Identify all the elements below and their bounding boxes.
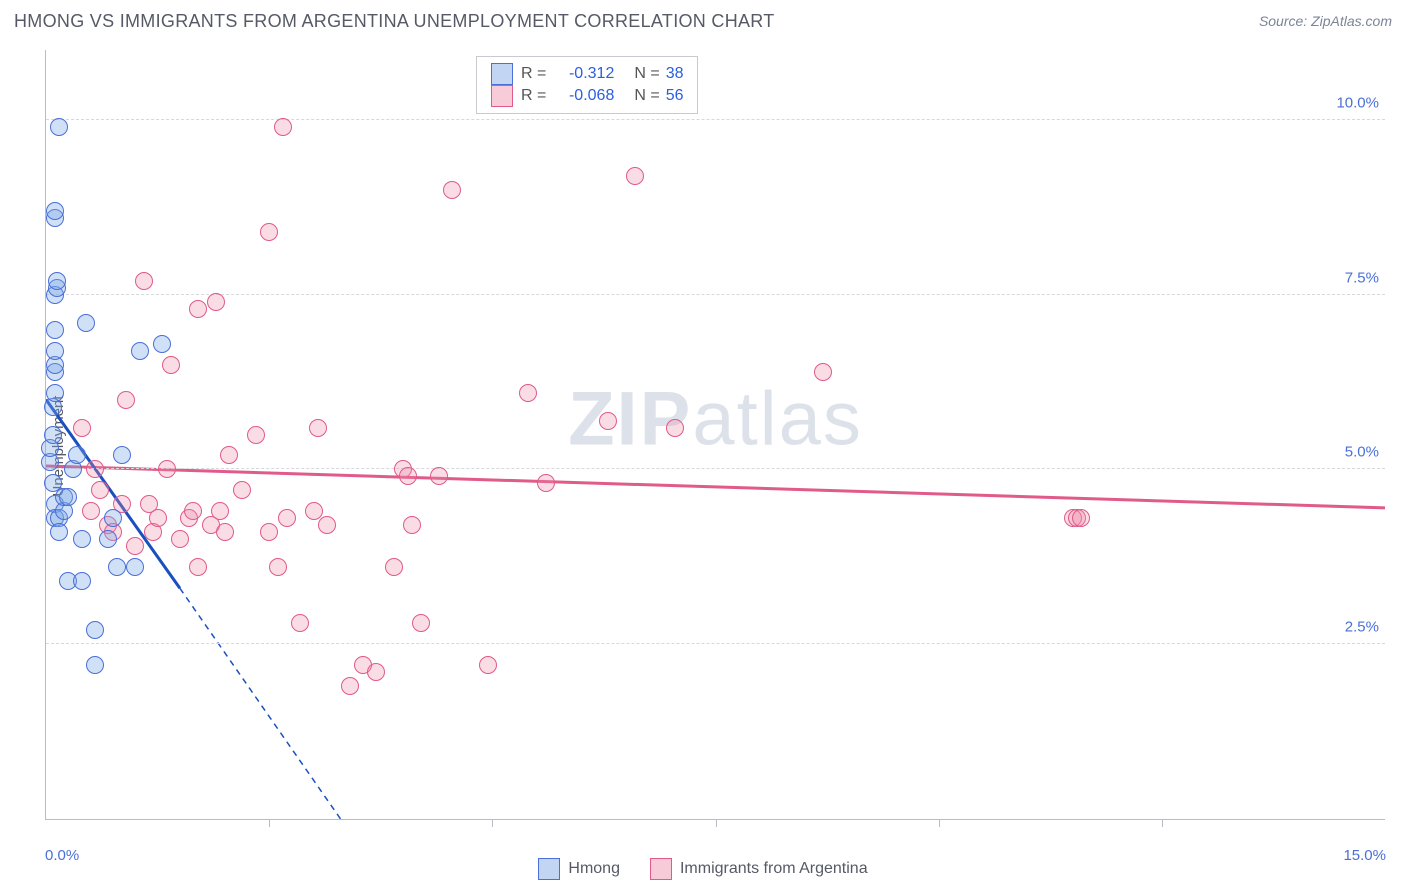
data-point	[46, 202, 64, 220]
data-point	[309, 419, 327, 437]
data-point	[50, 118, 68, 136]
data-point	[68, 446, 86, 464]
swatch-blue-icon	[538, 858, 560, 880]
chart-title: HMONG VS IMMIGRANTS FROM ARGENTINA UNEMP…	[14, 11, 775, 32]
y-tick-label: 5.0%	[1345, 444, 1379, 461]
data-point	[113, 446, 131, 464]
y-tick-label: 10.0%	[1336, 94, 1379, 111]
data-point	[126, 558, 144, 576]
data-point	[274, 118, 292, 136]
stats-legend: R = -0.312 N = 38 R = -0.068 N = 56	[476, 56, 698, 114]
gridline	[46, 643, 1385, 644]
x-tick	[716, 819, 717, 827]
data-point	[479, 656, 497, 674]
data-point	[117, 391, 135, 409]
data-point	[220, 446, 238, 464]
data-point	[403, 516, 421, 534]
gridline	[46, 294, 1385, 295]
data-point	[46, 342, 64, 360]
data-point	[412, 614, 430, 632]
data-point	[153, 335, 171, 353]
chart-plot-area: ZIPatlas R = -0.312 N = 38 R = -0.068 N …	[45, 50, 1385, 820]
data-point	[131, 342, 149, 360]
data-point	[599, 412, 617, 430]
data-point	[233, 481, 251, 499]
data-point	[73, 419, 91, 437]
x-tick	[1162, 819, 1163, 827]
data-point	[46, 384, 64, 402]
data-point	[48, 272, 66, 290]
data-point	[399, 467, 417, 485]
data-point	[86, 621, 104, 639]
data-point	[86, 656, 104, 674]
data-point	[260, 223, 278, 241]
legend-item-argentina: Immigrants from Argentina	[650, 858, 868, 880]
data-point	[666, 419, 684, 437]
data-point	[91, 481, 109, 499]
data-point	[46, 321, 64, 339]
data-point	[73, 530, 91, 548]
data-point	[1072, 509, 1090, 527]
data-point	[385, 558, 403, 576]
data-point	[211, 502, 229, 520]
swatch-pink-icon	[491, 85, 513, 107]
y-tick-label: 2.5%	[1345, 619, 1379, 636]
data-point	[104, 509, 122, 527]
data-point	[171, 530, 189, 548]
data-point	[162, 356, 180, 374]
data-point	[149, 509, 167, 527]
data-point	[158, 460, 176, 478]
data-point	[77, 314, 95, 332]
data-point	[305, 502, 323, 520]
gridline	[46, 119, 1385, 120]
data-point	[278, 509, 296, 527]
data-point	[82, 502, 100, 520]
data-point	[50, 523, 68, 541]
data-point	[260, 523, 278, 541]
data-point	[126, 537, 144, 555]
data-point	[247, 426, 265, 444]
data-point	[184, 502, 202, 520]
data-point	[189, 300, 207, 318]
data-point	[99, 530, 117, 548]
swatch-blue-icon	[491, 63, 513, 85]
data-point	[73, 572, 91, 590]
y-tick-label: 7.5%	[1345, 269, 1379, 286]
legend-item-hmong: Hmong	[538, 858, 620, 880]
stats-legend-row: R = -0.312 N = 38	[491, 63, 683, 85]
swatch-pink-icon	[650, 858, 672, 880]
source-label: Source: ZipAtlas.com	[1259, 13, 1392, 29]
x-tick	[939, 819, 940, 827]
data-point	[814, 363, 832, 381]
data-point	[537, 474, 555, 492]
data-point	[269, 558, 287, 576]
series-legend: Hmong Immigrants from Argentina	[0, 858, 1406, 880]
data-point	[44, 426, 62, 444]
data-point	[291, 614, 309, 632]
x-tick	[492, 819, 493, 827]
data-point	[86, 460, 104, 478]
data-point	[59, 488, 77, 506]
gridline	[46, 468, 1385, 469]
data-point	[207, 293, 225, 311]
data-point	[519, 384, 537, 402]
data-point	[443, 181, 461, 199]
stats-legend-row: R = -0.068 N = 56	[491, 85, 683, 107]
data-point	[216, 523, 234, 541]
data-point	[135, 272, 153, 290]
data-point	[108, 558, 126, 576]
data-point	[430, 467, 448, 485]
x-tick	[269, 819, 270, 827]
data-point	[341, 677, 359, 695]
data-point	[318, 516, 336, 534]
data-point	[626, 167, 644, 185]
data-point	[189, 558, 207, 576]
data-point	[367, 663, 385, 681]
